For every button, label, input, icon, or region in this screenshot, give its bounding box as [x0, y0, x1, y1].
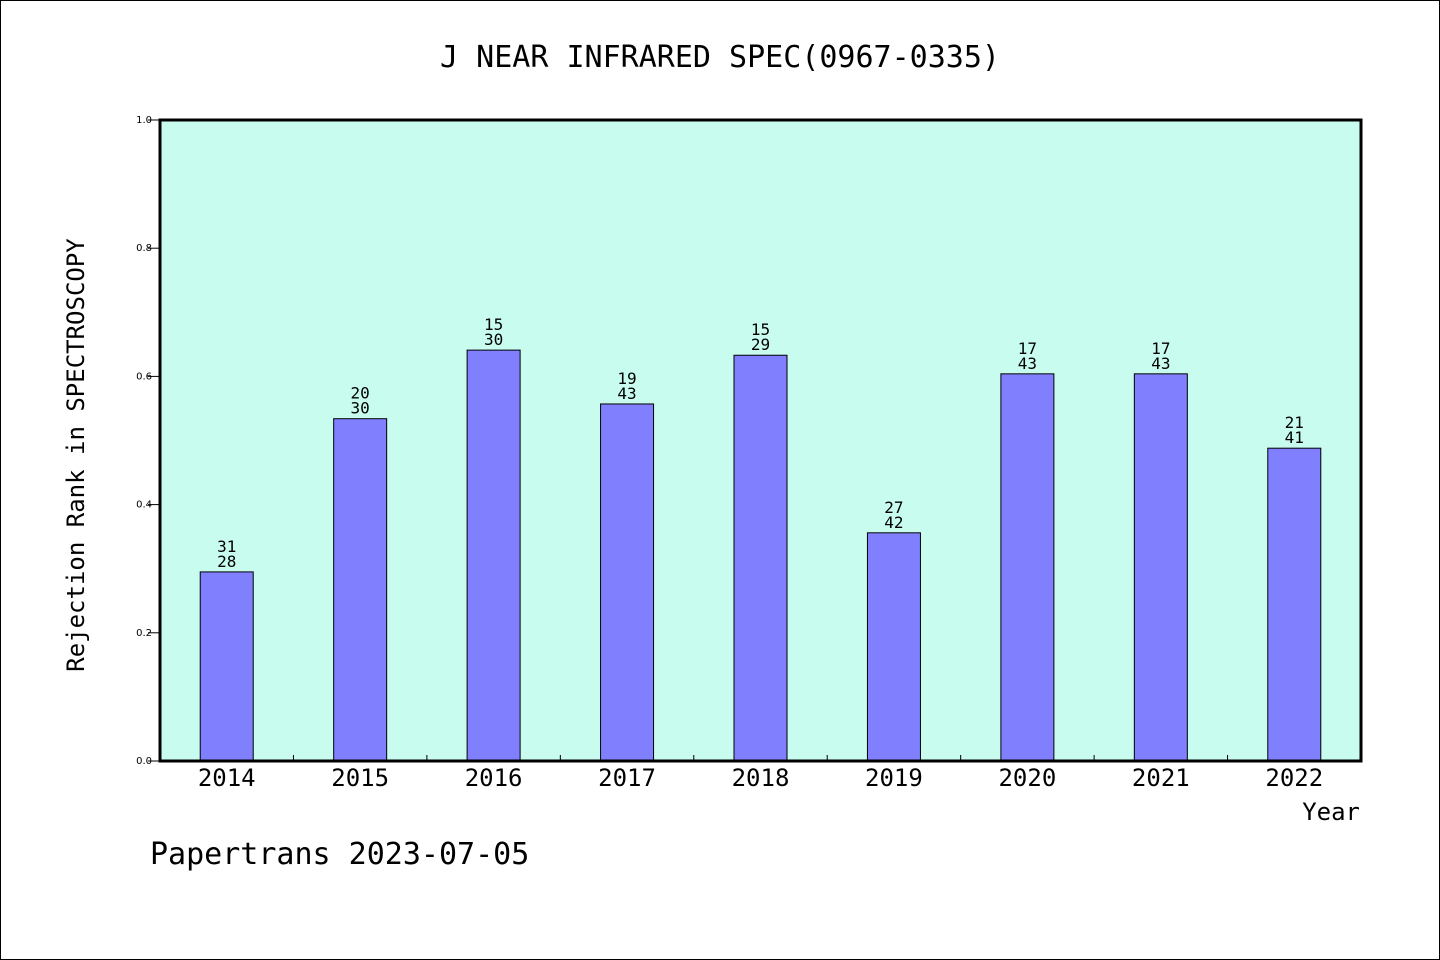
- x-tick-label-2022: 2022: [1265, 764, 1323, 792]
- x-tick-label-2019: 2019: [865, 764, 923, 792]
- y-tick-label: 0.0: [136, 756, 152, 767]
- data-label-top-2018: 15: [751, 320, 770, 339]
- x-axis-ticks: 2014 2015 2016 2017 2018 2019 2020 2021 2022: [198, 755, 1323, 792]
- x-axis-label: Year: [1302, 798, 1360, 826]
- bar-2015: [333, 418, 388, 762]
- y-tick-label: 1.0: [136, 115, 152, 126]
- data-label-top-2015: 20: [351, 384, 370, 403]
- bar-2019: [866, 532, 921, 762]
- bar-2018: [733, 354, 788, 762]
- data-label-bottom-2020: 43: [1018, 354, 1037, 373]
- x-tick-label-2017: 2017: [598, 764, 656, 792]
- bar-2017: [600, 403, 655, 762]
- data-label-bottom-2022: 41: [1285, 428, 1304, 447]
- data-label-top-2014: 31: [217, 537, 236, 556]
- bar-2016: [466, 349, 521, 762]
- data-label-bottom-2016: 30: [484, 330, 503, 349]
- y-tick-label: 0.4: [136, 500, 152, 511]
- data-label-top-2017: 19: [617, 369, 636, 388]
- x-tick-label-2020: 2020: [998, 764, 1056, 792]
- data-label-top-2021: 17: [1151, 339, 1170, 358]
- data-label-top-2016: 15: [484, 315, 503, 334]
- x-tick-label-2021: 2021: [1132, 764, 1190, 792]
- data-label-bottom-2021: 43: [1151, 354, 1170, 373]
- data-label-top-2019: 27: [884, 498, 903, 517]
- data-label-bottom-2019: 42: [884, 513, 903, 532]
- data-label-bottom-2017: 43: [617, 384, 636, 403]
- data-label-top-2020: 17: [1018, 339, 1037, 358]
- x-tick-label-2016: 2016: [465, 764, 523, 792]
- bar-2020: [1000, 373, 1055, 762]
- bar-2021: [1133, 373, 1188, 762]
- x-tick-label-2014: 2014: [198, 764, 256, 792]
- x-tick-label-2015: 2015: [331, 764, 389, 792]
- plot-border: [158, 118, 1363, 763]
- x-tick-label-2018: 2018: [732, 764, 790, 792]
- y-tick-label: 0.6: [136, 371, 152, 382]
- data-label-bottom-2015: 30: [351, 399, 370, 418]
- footer-text: Papertrans 2023-07-05: [150, 837, 529, 872]
- bar-2014: [199, 571, 254, 762]
- bars-group: [199, 349, 1322, 762]
- y-tick-label: 0.2: [136, 628, 152, 639]
- y-tick-label: 0.8: [136, 243, 152, 254]
- y-axis-label: Rejection Rank in SPECTROSCOPY: [62, 238, 90, 672]
- chart-title: J NEAR INFRARED SPEC(0967-0335): [440, 40, 1000, 75]
- data-label-top-2022: 21: [1285, 413, 1304, 432]
- bar-2022: [1267, 447, 1322, 762]
- y-axis-ticks: 0.0 0.2 0.4 0.6 0.8 1.0: [136, 115, 160, 767]
- data-label-bottom-2014: 28: [217, 552, 236, 571]
- data-label-bottom-2018: 29: [751, 335, 770, 354]
